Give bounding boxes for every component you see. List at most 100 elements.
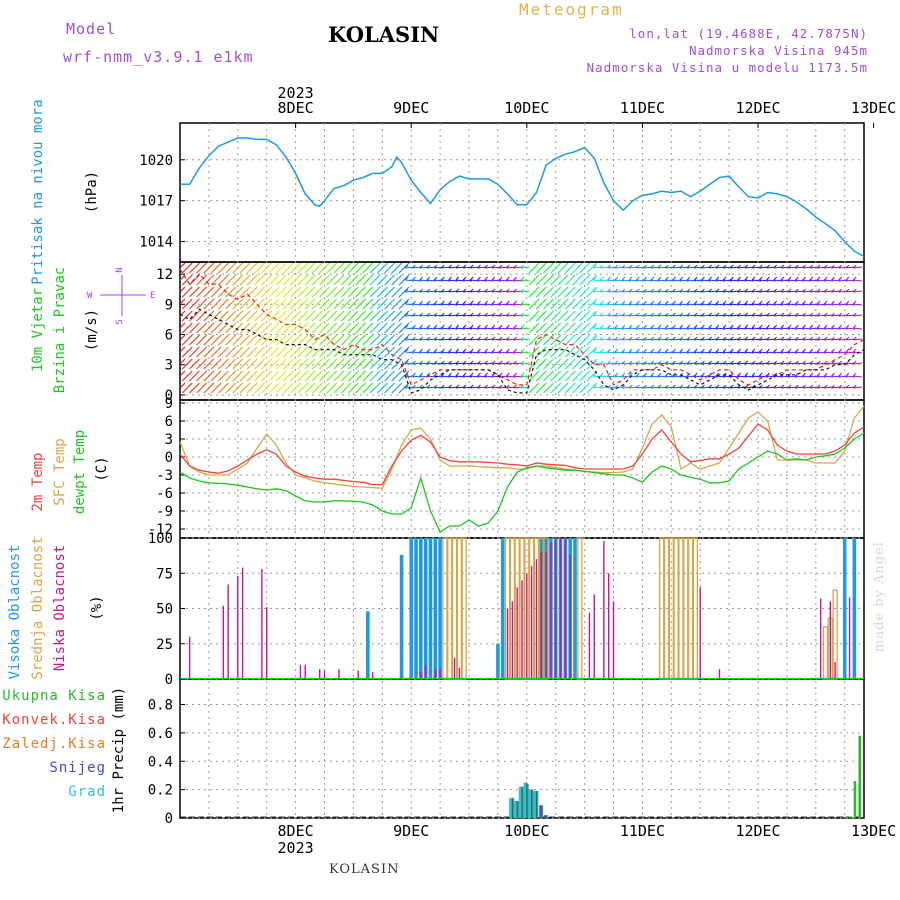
wind-barb-head [484,324,489,329]
wind-barb-head [419,360,424,365]
wind-barb [311,262,323,274]
wind-barb [455,351,465,354]
wind-barb-head [607,360,611,365]
wind-barb [462,303,473,306]
wind-barb [543,358,554,370]
wind-barb [470,279,480,282]
wind-barb-head [787,312,792,317]
wind-barb [853,386,863,389]
wind-barb-head [614,384,619,389]
wind-barb [180,310,186,317]
wind-barb [824,327,834,330]
day-label-bottom: 10DEC [504,822,549,840]
wind-barb [809,279,819,282]
wind-barb [737,351,747,354]
wind-barb [290,274,301,286]
wind-barb [239,286,251,298]
cloud-bar-mid [678,537,684,680]
wind-barb [181,382,193,394]
wind-barb-head [621,300,626,305]
wind-barb [369,322,381,334]
wind-barb [348,346,359,358]
wind-barb [520,362,530,365]
wind-barb-head [426,288,431,293]
wind-barb [348,322,359,334]
wind-barb [326,382,338,394]
wind-barb [254,334,265,346]
wind-barb [391,370,403,382]
temperature-ytick-label: -12 [148,522,173,538]
wind-barb [304,334,316,346]
wind-barb-head [484,300,489,305]
wind-barb [181,298,193,310]
mid-cloud-label: Srednja Oblacnost [30,536,46,679]
wind-barb-head [715,384,720,389]
wind-barb-head [433,324,438,329]
wind-barb-head [513,288,517,293]
wind-barb-head [729,336,734,341]
wind-barb [621,279,632,282]
wind-barb-head [520,336,525,341]
precipitation-ytick-label: 0.8 [148,698,173,714]
wind-barb [180,322,186,329]
wind-barb-head [729,276,734,281]
wind-barb [614,279,624,282]
wind-barb [311,310,323,322]
wind-barb-head [795,300,799,305]
cloud-bar-mid [822,626,829,680]
wind-barb [268,286,280,298]
wind-barb-head [838,336,843,341]
wind-barb [282,382,294,394]
wind-barb-head [412,324,416,329]
wind-barb-head [664,312,669,317]
wind-barb-head [787,348,792,353]
wind-barb [376,262,388,274]
wind-barb [239,298,251,310]
wind-barb-head [809,360,814,365]
wind-barb-head [679,384,684,389]
wind-barb-head [766,288,770,293]
wind-barb [246,274,258,286]
day-label-top: 12DEC [735,99,780,117]
wind-barb [543,346,554,358]
wind-barb [232,358,244,370]
wind-barb [369,346,381,358]
wind-barb [788,279,798,282]
wind-barb-head [636,336,640,341]
wind-barb [572,262,583,274]
wind-barb-head [722,312,727,317]
wind-barb [340,262,352,274]
wind-barb-head [852,348,857,353]
wind-barb-head [795,276,799,281]
wind-barb-head [404,348,409,353]
wind-barb [715,375,725,378]
wind-barb-head [506,276,510,281]
wind-barb [376,334,388,346]
wind-barb-head [787,264,792,269]
wind-barb-head [809,348,814,353]
wind-barb [384,286,395,298]
wind-barb [557,274,569,286]
wind-barb [499,351,509,354]
wind-barb-head [513,264,517,269]
wind-barb-head [701,336,705,341]
wind-barb [788,303,798,306]
wind-barb [773,351,783,354]
wind-barb [434,303,444,306]
wind-barb [853,327,863,330]
wind-barb-head [686,276,691,281]
wind-barb [239,358,251,370]
wind-barb-head [643,384,648,389]
wind-barb-head [491,312,496,317]
wind-barb-head [455,276,460,281]
wind-barb [180,358,186,365]
wind-barb-head [455,264,460,269]
wind-barb-head [621,360,626,365]
wind-barb-head [614,336,619,341]
wind-barb-head [780,276,785,281]
wind-barb-head [802,288,806,293]
wind-barb [246,346,258,358]
wind-barb [434,351,444,354]
precip-bar-snijeg [539,805,542,818]
wind-barb [650,279,660,282]
